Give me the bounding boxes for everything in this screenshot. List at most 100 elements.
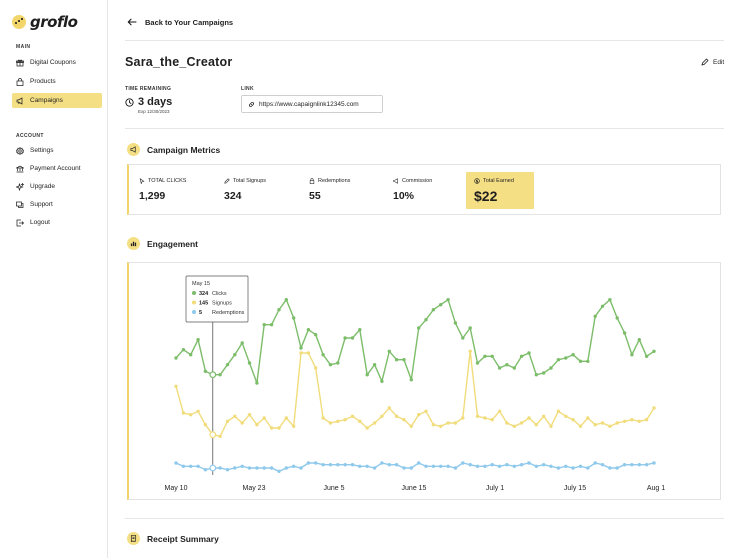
engagement-chart[interactable]: May 10 May 23 June 5 June 15 July 1 July 15 Au… bbox=[129, 263, 721, 499]
data-point bbox=[174, 356, 178, 360]
data-point bbox=[446, 421, 450, 425]
data-point bbox=[644, 463, 649, 467]
sidebar-item-settings[interactable]: Settings bbox=[12, 143, 102, 158]
data-point bbox=[615, 421, 619, 425]
data-point bbox=[527, 416, 531, 420]
data-point bbox=[600, 463, 605, 467]
sidebar-item-upgrade[interactable]: Upgrade bbox=[12, 179, 102, 194]
data-point bbox=[512, 424, 516, 428]
data-point bbox=[225, 468, 230, 472]
data-point bbox=[564, 356, 568, 360]
sidebar-item-support[interactable]: Support bbox=[12, 197, 102, 212]
sidebar-item-payment-account[interactable]: Payment Account bbox=[12, 161, 102, 176]
data-point bbox=[512, 464, 516, 468]
data-point bbox=[247, 361, 252, 365]
bar-chart-icon bbox=[127, 237, 140, 250]
sidebar-item-products[interactable]: Products bbox=[12, 74, 102, 89]
data-point bbox=[461, 461, 465, 465]
data-point bbox=[593, 314, 597, 318]
sidebar-section-account: ACCOUNT bbox=[16, 133, 44, 139]
data-point bbox=[218, 373, 222, 377]
tooltip-value: 145 bbox=[199, 301, 208, 307]
data-point bbox=[527, 461, 531, 465]
data-point bbox=[394, 414, 399, 418]
data-point bbox=[652, 349, 656, 353]
data-point bbox=[593, 461, 597, 465]
data-point bbox=[453, 421, 458, 425]
back-link[interactable]: Back to Your Campaigns bbox=[127, 17, 233, 27]
data-point bbox=[277, 469, 281, 473]
data-point bbox=[372, 466, 377, 470]
sidebar-item-logout[interactable]: Logout bbox=[12, 215, 102, 230]
brand-logo[interactable]: groflo bbox=[12, 13, 78, 31]
data-point bbox=[519, 421, 524, 425]
data-point bbox=[358, 464, 362, 468]
data-point bbox=[343, 336, 347, 340]
data-point bbox=[578, 424, 583, 428]
link-label: LINK bbox=[241, 86, 254, 92]
data-point bbox=[328, 463, 333, 467]
data-point bbox=[269, 466, 274, 470]
data-point bbox=[644, 418, 649, 422]
chart-tooltip bbox=[185, 275, 249, 323]
data-point bbox=[439, 424, 443, 428]
metric-value: 10% bbox=[393, 190, 415, 202]
cursor-icon bbox=[139, 178, 145, 184]
metric-label: TOTAL CLICKS bbox=[139, 178, 186, 184]
data-point bbox=[475, 464, 480, 468]
data-point bbox=[196, 464, 200, 468]
metric-value: 55 bbox=[309, 190, 321, 202]
data-point bbox=[542, 371, 546, 375]
sidebar-section-main: MAIN bbox=[16, 44, 31, 50]
data-point bbox=[328, 421, 333, 425]
data-point bbox=[269, 323, 274, 327]
sidebar-item-digital-coupons[interactable]: Digital Coupons bbox=[12, 55, 102, 70]
data-point bbox=[505, 363, 509, 367]
campaign-link-field[interactable]: https://www.capaignlink12345.com bbox=[241, 95, 383, 113]
metric-label-text: Redemptions bbox=[318, 178, 351, 184]
data-point bbox=[209, 431, 217, 439]
series-line-signups bbox=[175, 351, 655, 438]
data-point bbox=[262, 466, 266, 470]
data-point bbox=[519, 463, 524, 467]
data-point bbox=[578, 359, 583, 363]
tooltip-date: May 15 bbox=[192, 281, 210, 287]
data-point bbox=[358, 419, 362, 423]
data-point bbox=[174, 384, 178, 388]
expiry-date: Exp 12/30/2023 bbox=[138, 109, 170, 114]
data-point bbox=[209, 371, 217, 379]
data-point bbox=[578, 464, 583, 468]
data-point bbox=[380, 461, 384, 465]
sidebar-item-label: Upgrade bbox=[30, 183, 55, 190]
chat-icon bbox=[16, 201, 24, 209]
data-point bbox=[387, 406, 391, 410]
data-point bbox=[505, 421, 509, 425]
data-point bbox=[336, 463, 340, 467]
data-point bbox=[247, 413, 252, 417]
data-point bbox=[608, 466, 612, 470]
sparkle-icon bbox=[16, 182, 24, 191]
data-point bbox=[461, 336, 465, 340]
metric-value: $22 bbox=[474, 188, 498, 204]
sidebar-item-label: Campaigns bbox=[30, 97, 63, 104]
data-point bbox=[409, 378, 413, 382]
sidebar-item-campaigns[interactable]: Campaigns bbox=[12, 93, 102, 108]
data-point bbox=[424, 464, 428, 468]
data-point bbox=[306, 461, 311, 465]
x-tick-label: May 23 bbox=[243, 485, 266, 492]
data-point bbox=[615, 316, 619, 320]
page-title: Sara_the_Creator bbox=[125, 55, 233, 69]
divider bbox=[125, 128, 724, 129]
data-point bbox=[240, 421, 244, 425]
data-point bbox=[608, 298, 612, 302]
data-point bbox=[622, 331, 627, 335]
sidebar-item-label: Products bbox=[30, 78, 56, 85]
data-point bbox=[409, 466, 413, 470]
sidebar-item-label: Digital Coupons bbox=[30, 59, 76, 66]
data-point bbox=[461, 416, 465, 420]
data-point bbox=[468, 326, 472, 330]
bag-icon bbox=[16, 77, 24, 86]
data-point bbox=[409, 424, 413, 428]
edit-button[interactable]: Edit bbox=[701, 58, 724, 66]
data-point bbox=[277, 308, 281, 312]
